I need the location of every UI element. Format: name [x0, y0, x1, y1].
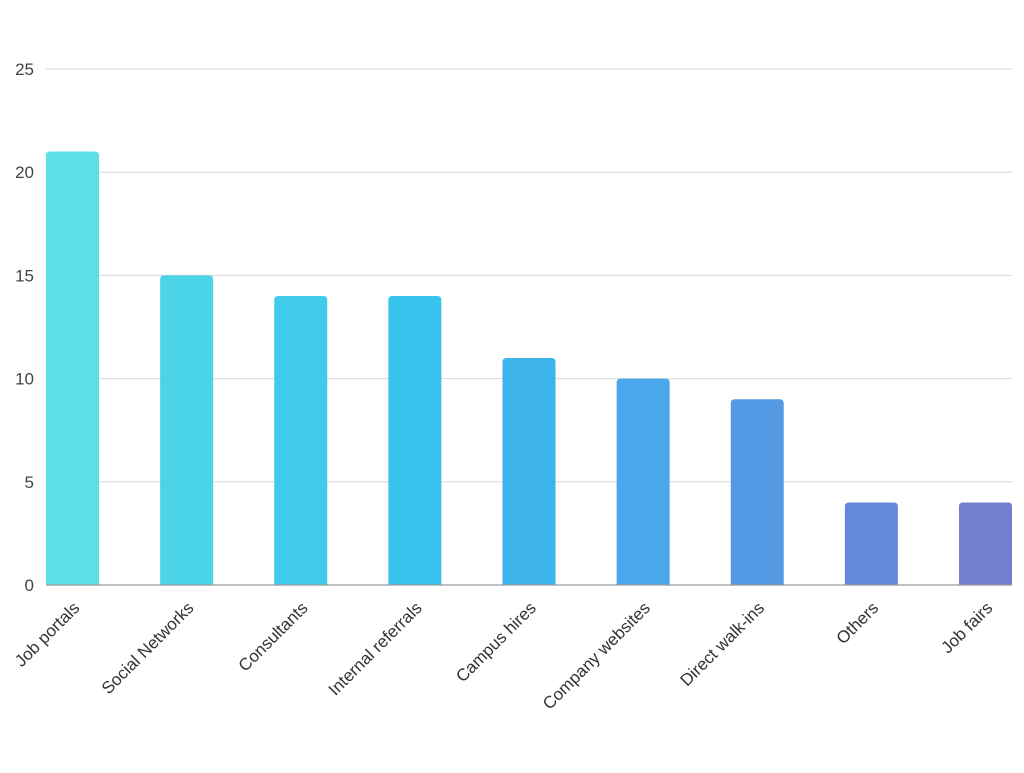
- y-tick-label-10: 10: [15, 370, 34, 389]
- bar-job-portals: [46, 151, 99, 585]
- x-tick-label-social-networks: Social Networks: [98, 598, 198, 698]
- label-layer: Job portals Social Networks Consultants Int…: [11, 598, 996, 713]
- bar-company-websites: [616, 378, 670, 585]
- x-tick-label-company-websites: Company websites: [539, 598, 654, 713]
- x-tick-label-job-fairs: Job fairs: [937, 598, 996, 657]
- y-tick-label-25: 25: [15, 60, 34, 79]
- bar-others: [844, 502, 898, 585]
- bar-direct-walk-ins: [730, 399, 784, 585]
- y-tick-label-20: 20: [15, 163, 34, 182]
- x-tick-label-direct-walk-ins: Direct walk-ins: [676, 598, 768, 690]
- y-tick-label-15: 15: [15, 266, 34, 285]
- x-tick-label-internal-referrals: Internal referrals: [325, 598, 426, 699]
- bar-campus-hires: [502, 357, 556, 585]
- x-tick-label-others: Others: [833, 598, 883, 648]
- x-tick-label-campus-hires: Campus hires: [452, 598, 540, 686]
- bar-social-networks: [160, 275, 214, 585]
- axis-layer: 0 5 10 15 20 25: [15, 60, 1012, 595]
- x-tick-label-job-portals: Job portals: [11, 598, 83, 670]
- bar-layer: [46, 151, 1012, 585]
- bar-job-fairs: [959, 502, 1012, 585]
- bar-consultants: [274, 296, 328, 585]
- y-tick-label-0: 0: [25, 576, 34, 595]
- y-tick-label-5: 5: [25, 473, 34, 492]
- x-tick-label-consultants: Consultants: [235, 598, 312, 675]
- bar-internal-referrals: [388, 296, 442, 585]
